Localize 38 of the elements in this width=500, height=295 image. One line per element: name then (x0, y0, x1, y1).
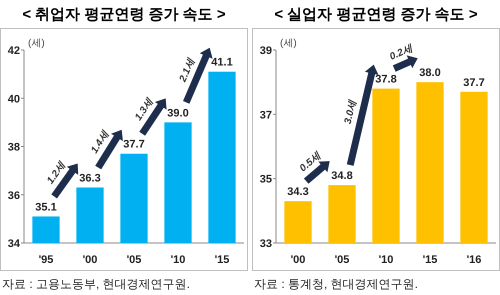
x-tick-label: '05 (334, 254, 350, 266)
chart-title: < 취업자 평균연령 증가 속도 > (22, 6, 226, 23)
chart-title: < 실업자 평균연령 증가 속도 > (274, 6, 478, 23)
y-tick-label: 35 (260, 174, 272, 186)
x-tick-label: '05 (126, 254, 142, 266)
x-tick-label: '10 (170, 254, 186, 266)
data-label: 39.0 (167, 107, 189, 120)
text: 자료 : 통계청, 현대경제연구원. (254, 277, 418, 291)
y-tick-label: 39 (260, 45, 272, 57)
data-label: 34.8 (331, 170, 353, 182)
annotation: 2.1세 (177, 56, 198, 85)
x-tick-label: '15 (214, 254, 230, 266)
x-tick-label: '15 (422, 254, 438, 266)
data-label: 34.3 (287, 186, 309, 198)
x-tick-label: '16 (466, 254, 482, 266)
text: 자료 : 고용노동부, 현대경제연구원. (2, 277, 190, 291)
data-label: 38.0 (419, 67, 441, 80)
data-label: 41.1 (211, 56, 233, 69)
y-tick-label: 40 (8, 93, 20, 106)
annotation: 3.0세 (342, 98, 360, 126)
x-tick-label: '10 (378, 254, 394, 266)
y-axis-title: (세) (280, 38, 297, 49)
y-tick-label: 33 (260, 238, 272, 250)
y-tick-label: 34 (8, 238, 21, 250)
y-axis-title: (세) (28, 38, 45, 49)
x-tick-label: '00 (82, 254, 98, 266)
data-label: 37.7 (463, 76, 485, 89)
y-tick-label: 36 (8, 190, 20, 202)
data-label: 36.3 (79, 172, 101, 185)
data-label: 35.1 (35, 201, 57, 214)
x-tick-label: '00 (290, 254, 306, 266)
y-tick-label: 37 (260, 109, 272, 122)
data-label: 37.8 (375, 74, 397, 86)
x-tick-label: '95 (38, 254, 54, 266)
y-tick-label: 42 (8, 45, 20, 57)
data-label: 37.7 (123, 138, 145, 151)
annotation: 0.2세 (388, 42, 416, 63)
y-tick-label: 38 (8, 142, 20, 154)
